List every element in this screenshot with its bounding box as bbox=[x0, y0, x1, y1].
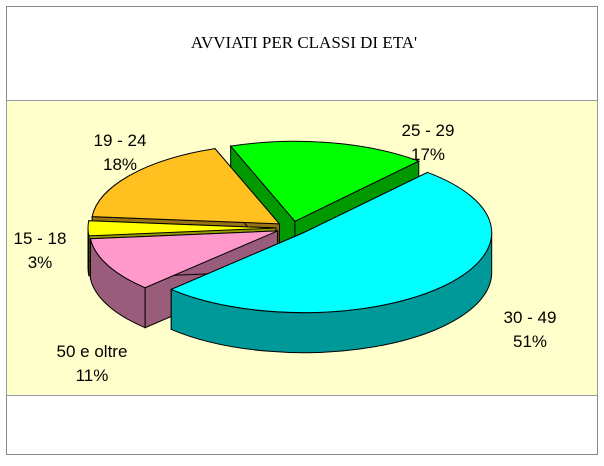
slice-label: 15 - 18 bbox=[14, 229, 67, 248]
slice-value-label: 51% bbox=[513, 332, 547, 351]
slice-top bbox=[229, 140, 421, 222]
slice-value-label: 11% bbox=[76, 366, 109, 385]
slice-label: 50 e oltre bbox=[57, 342, 128, 361]
slice-value-label: 18% bbox=[103, 155, 137, 174]
slice-value-label: 3% bbox=[28, 253, 53, 272]
slice-top bbox=[91, 148, 281, 225]
slice-value-label: 17% bbox=[411, 145, 445, 164]
slice-top bbox=[169, 171, 493, 314]
chart-title: AVVIATI PER CLASSI DI ETA' bbox=[191, 33, 417, 52]
slice-label: 25 - 29 bbox=[402, 121, 455, 140]
slice bbox=[169, 171, 493, 354]
slice-top bbox=[87, 220, 277, 237]
labels: 25 - 29 17% 30 - 49 51% 50 e oltre 11% 15 - 18… bbox=[14, 121, 557, 385]
pie bbox=[87, 140, 493, 354]
slice-top bbox=[89, 230, 278, 289]
slice-label: 30 - 49 bbox=[504, 308, 557, 327]
slice-label: 19 - 24 bbox=[94, 131, 147, 150]
